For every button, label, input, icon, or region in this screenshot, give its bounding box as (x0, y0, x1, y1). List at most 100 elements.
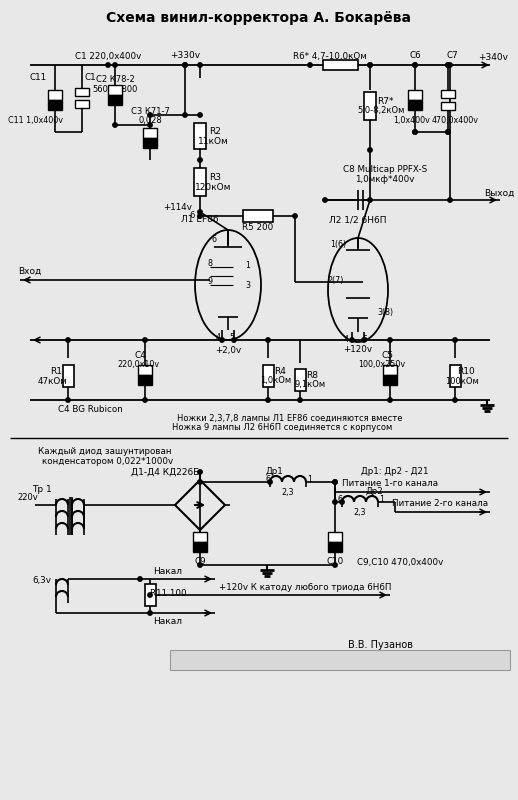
Circle shape (388, 338, 392, 342)
Text: R8: R8 (306, 371, 318, 381)
Bar (243, 210, 273, 222)
Text: Др2: Др2 (366, 487, 384, 497)
Circle shape (413, 130, 417, 134)
Circle shape (448, 198, 452, 202)
Circle shape (198, 158, 202, 162)
Circle shape (266, 338, 270, 342)
Circle shape (198, 214, 202, 218)
Text: 9: 9 (207, 277, 212, 286)
Circle shape (308, 62, 312, 67)
Circle shape (453, 398, 457, 402)
Text: Вход: Вход (18, 266, 41, 275)
Text: Л1 EF86: Л1 EF86 (181, 215, 219, 225)
Text: C5: C5 (381, 350, 393, 359)
Circle shape (198, 480, 202, 484)
Text: 47кОм: 47кОм (37, 377, 67, 386)
Text: Тр 1: Тр 1 (32, 486, 52, 494)
Text: 2,3: 2,3 (354, 507, 366, 517)
Text: +330v: +330v (170, 51, 200, 61)
Text: C7: C7 (446, 51, 458, 61)
Circle shape (183, 113, 187, 118)
Text: Выход: Выход (484, 189, 514, 198)
Circle shape (143, 338, 147, 342)
Circle shape (198, 563, 202, 567)
Text: 1,0кОм: 1,0кОм (261, 377, 292, 386)
Text: 1: 1 (246, 261, 251, 270)
Text: +120v К катоду любого триода 6Н6П: +120v К катоду любого триода 6Н6П (219, 582, 391, 591)
Text: Питание 2-го канала: Питание 2-го канала (392, 499, 488, 509)
Text: +2,0v: +2,0v (215, 346, 241, 354)
Circle shape (113, 62, 117, 67)
Text: C6: C6 (409, 51, 421, 61)
Text: Др1: Др1 (266, 467, 284, 477)
Circle shape (368, 62, 372, 67)
Circle shape (232, 338, 236, 342)
Text: 5: 5 (229, 333, 235, 342)
Bar (328, 532, 342, 542)
Text: С8 Multicap PPFX-S: С8 Multicap PPFX-S (343, 166, 427, 174)
Circle shape (388, 398, 392, 402)
Text: R4: R4 (274, 367, 286, 377)
Circle shape (198, 113, 202, 118)
Bar (193, 532, 207, 542)
Bar (48, 90, 62, 100)
Text: Питание 1-го канала: Питание 1-го канала (342, 479, 438, 489)
Bar (143, 138, 157, 148)
Text: C11 1,0x400v: C11 1,0x400v (8, 115, 64, 125)
Text: Схема винил-корректора А. Бокарёва: Схема винил-корректора А. Бокарёва (107, 11, 411, 25)
Text: C10: C10 (326, 558, 343, 566)
Bar (145, 584, 155, 606)
Bar (170, 650, 510, 670)
Circle shape (453, 338, 457, 342)
Text: Накал: Накал (153, 617, 182, 626)
Text: 220v: 220v (18, 494, 38, 502)
Text: Каждый диод зашунтирован: Каждый диод зашунтирован (38, 447, 172, 457)
Text: 4: 4 (215, 333, 221, 342)
Text: 1,0x400v: 1,0x400v (394, 115, 430, 125)
Text: C4 BG Rubicon: C4 BG Rubicon (57, 406, 122, 414)
Circle shape (368, 148, 372, 152)
Circle shape (293, 214, 297, 218)
Circle shape (362, 338, 366, 342)
Bar (364, 92, 376, 120)
Text: +114v: +114v (164, 202, 193, 211)
Bar (323, 60, 357, 70)
Bar (138, 365, 152, 375)
Circle shape (413, 62, 417, 67)
Circle shape (323, 198, 327, 202)
Text: 1: 1 (308, 475, 312, 485)
Circle shape (446, 62, 450, 67)
Circle shape (198, 62, 202, 67)
Text: R6* 4,7-10,0кОм: R6* 4,7-10,0кОм (293, 51, 367, 61)
Bar (450, 365, 461, 387)
Circle shape (333, 500, 337, 504)
Text: 4: 4 (343, 335, 349, 345)
Text: meandr 63 для forum.onliner.by: meandr 63 для forum.onliner.by (261, 655, 419, 665)
Text: 5: 5 (363, 335, 368, 345)
Bar (328, 542, 342, 552)
Bar (108, 95, 122, 105)
Text: +340v: +340v (478, 54, 508, 62)
Text: 6: 6 (189, 211, 195, 221)
Text: R5 200: R5 200 (242, 223, 274, 233)
Bar (295, 369, 306, 391)
Circle shape (266, 398, 270, 402)
Text: C2 К78-2: C2 К78-2 (96, 75, 134, 85)
Circle shape (340, 500, 344, 504)
Text: Ножка 9 лампы Л2 6Н6П соединяется с корпусом: Ножка 9 лампы Л2 6Н6П соединяется с корп… (172, 422, 392, 431)
Bar (383, 365, 397, 375)
Text: C1: C1 (84, 74, 96, 82)
Circle shape (446, 130, 450, 134)
Bar (75, 88, 89, 96)
Text: Ножки 2,3,7,8 лампы Л1 EF86 соединяются вместе: Ножки 2,3,7,8 лампы Л1 EF86 соединяются … (177, 414, 403, 422)
Text: 1(6): 1(6) (330, 239, 346, 249)
Text: 8: 8 (208, 258, 212, 267)
Circle shape (446, 62, 450, 67)
Circle shape (333, 480, 337, 484)
Text: C9,C10 470,0x400v: C9,C10 470,0x400v (357, 558, 443, 566)
Circle shape (220, 338, 224, 342)
Text: 220,0x10v: 220,0x10v (117, 359, 159, 369)
Bar (263, 365, 274, 387)
Text: 5,0-8,2кОм: 5,0-8,2кОм (357, 106, 405, 114)
Text: R10: R10 (457, 367, 475, 377)
